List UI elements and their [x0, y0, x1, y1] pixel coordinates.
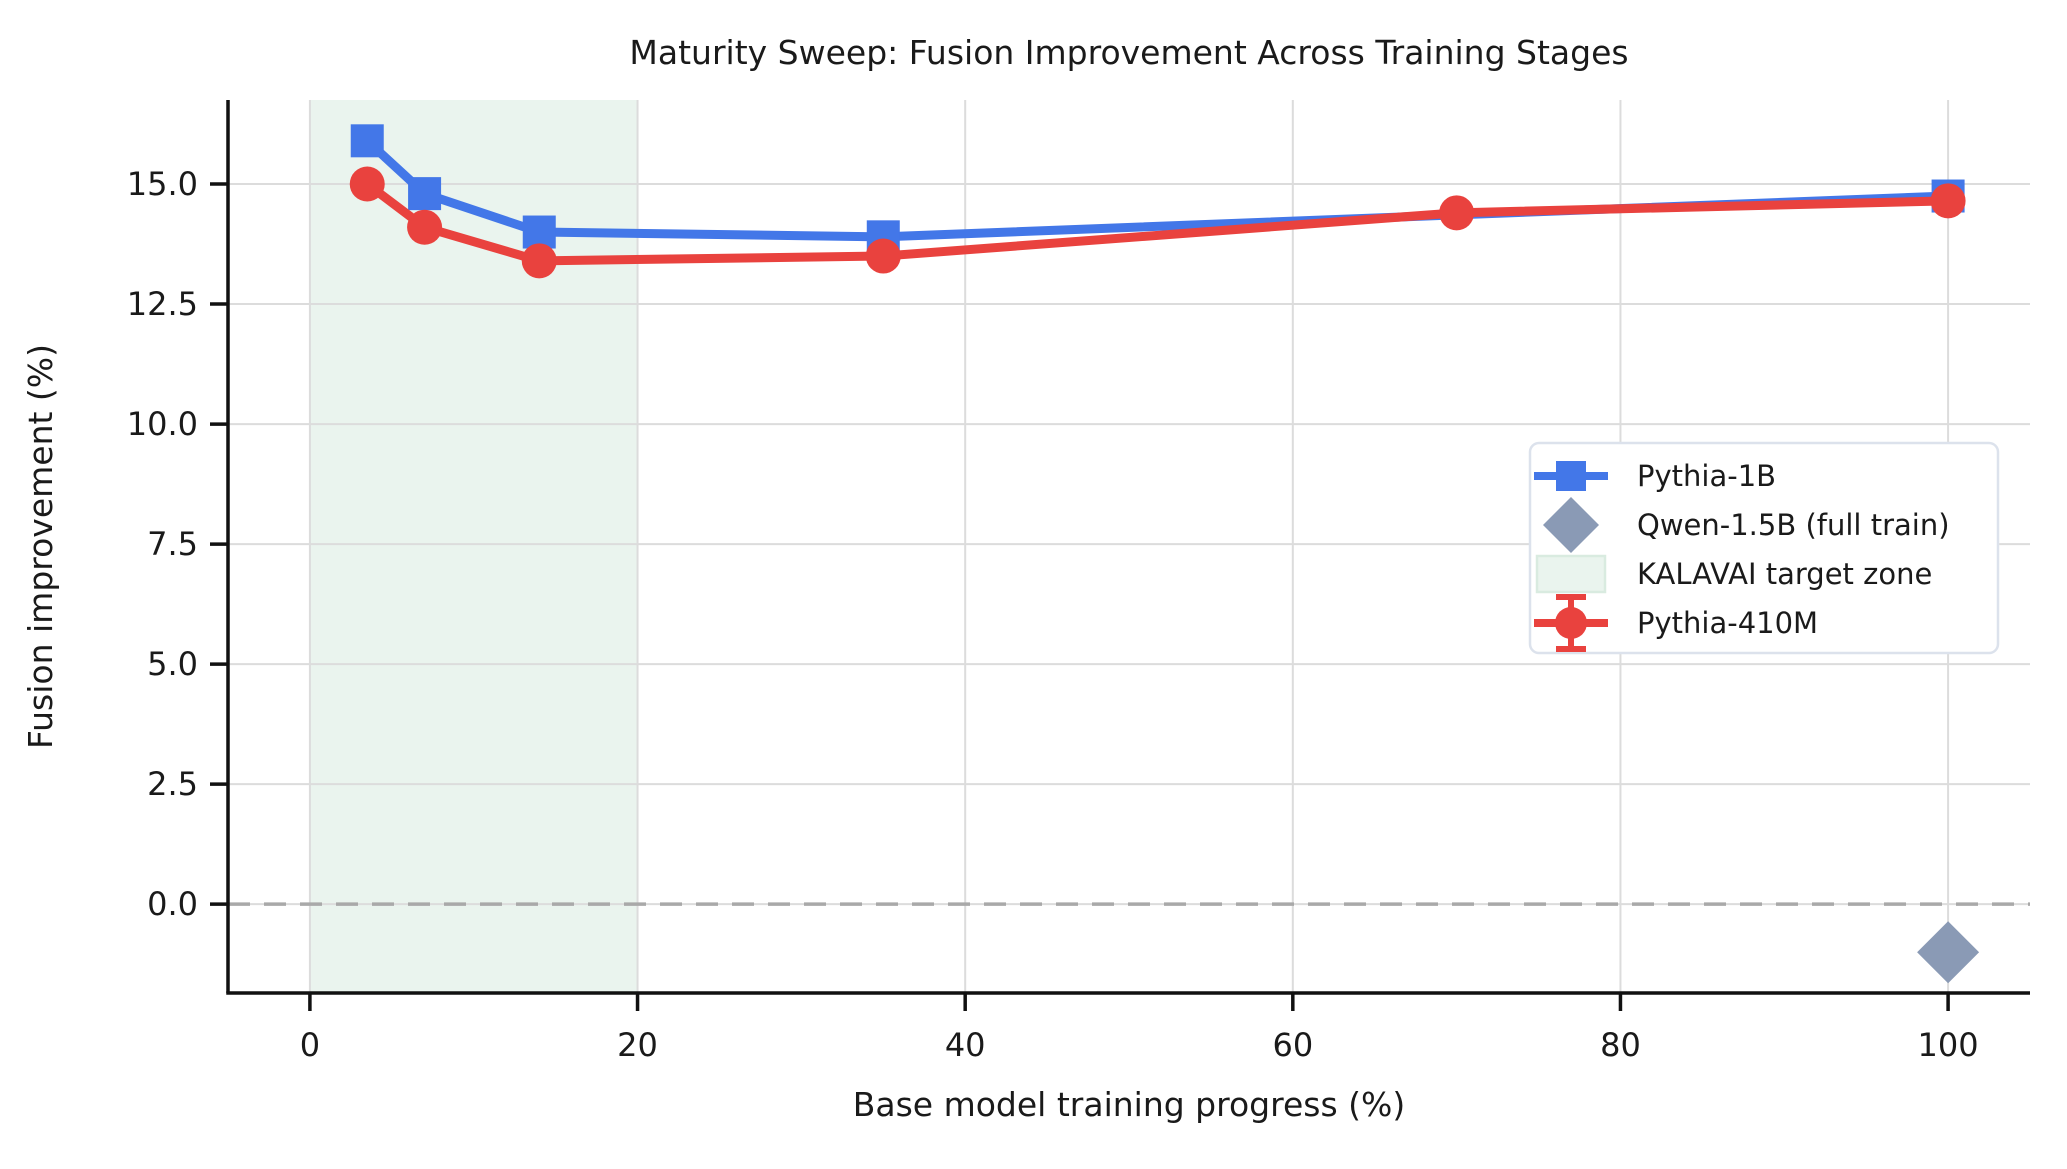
y-axis-label: Fusion improvement (%): [21, 344, 60, 749]
marker-circle-pythia-410m: [865, 238, 901, 274]
x-tick-label: 20: [617, 1026, 658, 1064]
legend-circle-marker: [1555, 607, 1587, 639]
x-tick-label: 0: [300, 1026, 320, 1064]
marker-circle-pythia-410m: [1930, 183, 1966, 219]
marker-circle-pythia-410m: [521, 243, 557, 279]
x-tick-label: 80: [1600, 1026, 1641, 1064]
marker-square-pythia-1b: [408, 177, 442, 211]
x-tick-label: 60: [1272, 1026, 1313, 1064]
chart-title: Maturity Sweep: Fusion Improvement Acros…: [629, 33, 1628, 72]
x-tick-label: 40: [945, 1026, 986, 1064]
legend-entry: [1534, 594, 1608, 652]
y-tick-label: 2.5: [147, 765, 198, 803]
legend-square-marker: [1556, 461, 1586, 491]
legend: [1528, 441, 2000, 655]
legend-box: [1528, 441, 2000, 655]
legend-label: Pythia-410M: [1637, 606, 1818, 640]
y-tick-label: 10.0: [127, 405, 198, 443]
x-tick-label: 100: [1918, 1026, 1979, 1064]
legend-entry: [1534, 461, 1608, 491]
y-tick-label: 15.0: [127, 165, 198, 203]
marker-circle-pythia-410m: [1439, 195, 1475, 231]
y-tick-label: 5.0: [147, 645, 198, 683]
y-tick-label: 7.5: [147, 525, 198, 563]
legend-entry: [1543, 497, 1599, 553]
y-tick-label: 12.5: [127, 285, 198, 323]
legend-entry: [1535, 554, 1607, 594]
legend-diamond-marker: [1543, 497, 1599, 553]
legend-label: Pythia-1B: [1637, 459, 1776, 493]
y-tick-label: 0.0: [147, 885, 198, 923]
marker-circle-pythia-410m: [349, 166, 385, 202]
legend-zone-patch: [1535, 554, 1607, 594]
marker-circle-pythia-410m: [407, 209, 443, 245]
marker-square-pythia-1b: [522, 215, 556, 249]
legend-label: Qwen-1.5B (full train): [1637, 508, 1950, 542]
x-axis-label: Base model training progress (%): [853, 1085, 1405, 1124]
marker-square-pythia-1b: [350, 124, 384, 158]
legend-label: KALAVAI target zone: [1637, 557, 1932, 591]
marker-diamond-qwen-1-5b-full-train-: [1917, 921, 1980, 984]
target-zone: [309, 100, 638, 993]
